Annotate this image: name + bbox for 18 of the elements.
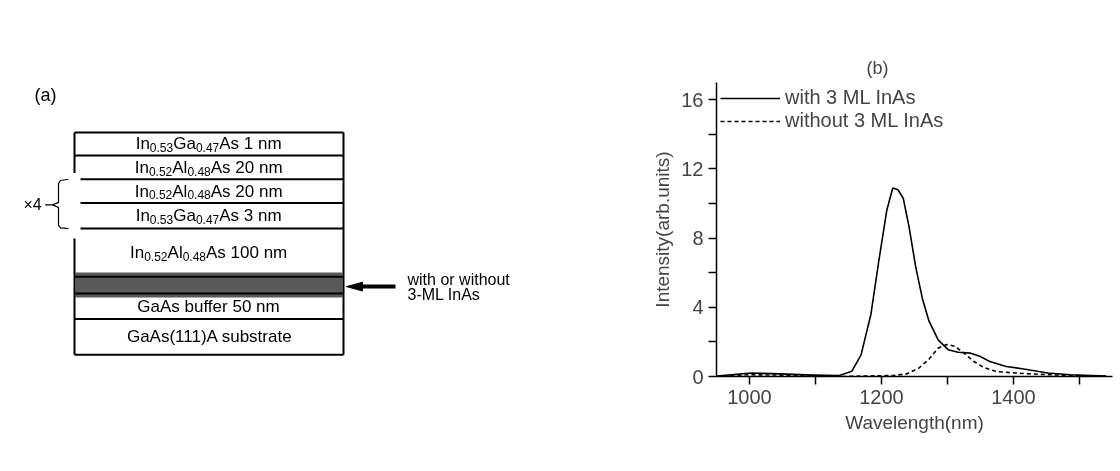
y-tick-label: 4 xyxy=(692,296,704,319)
legend-label: with 3 ML InAs xyxy=(785,86,916,109)
y-axis-title: Intensity(arb.units) xyxy=(652,151,674,308)
x-tick-label: 1400 xyxy=(991,385,1036,408)
chart-title: (b) xyxy=(866,57,889,78)
y-tick-label: 0 xyxy=(692,365,704,388)
y-tick-label: 12 xyxy=(681,157,704,180)
x-axis-title: Wavelength(nm) xyxy=(845,411,984,433)
legend-label: without 3 ML InAs xyxy=(785,109,944,132)
text: GaAs buffer 50 nm xyxy=(137,296,280,316)
text: ×4 xyxy=(23,196,42,214)
y-tick-label: 16 xyxy=(681,88,704,111)
x-tick-label: 1000 xyxy=(727,385,772,408)
x-tick-label: 1200 xyxy=(859,385,904,408)
text: GaAs(111)A substrate xyxy=(126,327,292,347)
text: (a) xyxy=(34,84,57,105)
y-tick-label: 8 xyxy=(692,227,704,250)
text: with or without 3-ML InAs xyxy=(406,270,511,304)
